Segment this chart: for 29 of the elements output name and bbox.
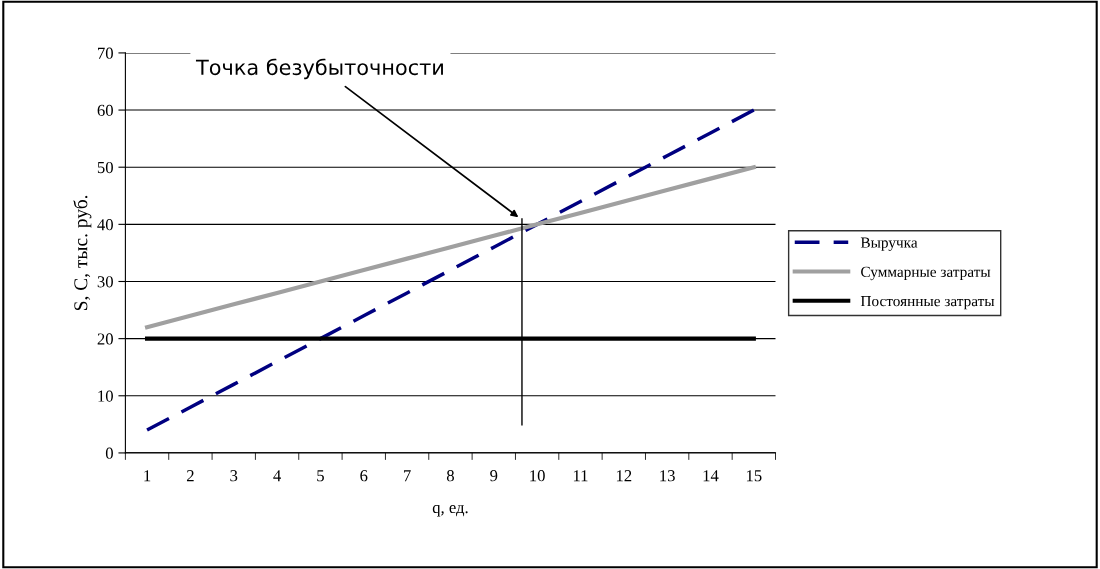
x-tick-label: 14 [703, 470, 719, 482]
y-tick-label: 0 [105, 447, 113, 459]
x-tick-label: 3 [230, 470, 238, 482]
y-axis-title: S, C, тыс. руб. [73, 195, 92, 311]
x-tick-label: 4 [273, 470, 281, 482]
y-tick-label: 40 [97, 219, 113, 231]
legend-label: Суммарные затраты [861, 266, 991, 281]
x-tick-label: 9 [490, 470, 498, 482]
x-tick-label: 10 [530, 470, 545, 482]
x-tick-label: 2 [186, 470, 194, 482]
y-tick-label: 50 [97, 161, 113, 174]
y-tick-label: 20 [97, 333, 113, 345]
legend-label: Выручка [860, 237, 918, 251]
x-tick-label: 12 [616, 470, 632, 482]
y-tick-label: 70 [98, 47, 113, 59]
x-tick-label: 7 [404, 470, 411, 482]
x-tick-label: 5 [317, 470, 324, 482]
x-tick-label: 1 [144, 470, 151, 482]
x-axis-title: q, ед. [432, 504, 468, 517]
x-tick-label: 15 [746, 470, 762, 482]
x-tick-label: 11 [573, 470, 588, 482]
annotation: Точка безубыточности [195, 58, 443, 80]
y-tick-label: 10 [98, 390, 113, 402]
x-tick-label: 8 [446, 470, 454, 482]
legend-label: Постоянные затраты [860, 296, 995, 310]
x-tick-label: 13 [660, 470, 675, 482]
x-tick-label: 6 [360, 470, 368, 482]
y-tick-label: 60 [97, 104, 113, 117]
y-tick-label: 30 [97, 276, 113, 288]
